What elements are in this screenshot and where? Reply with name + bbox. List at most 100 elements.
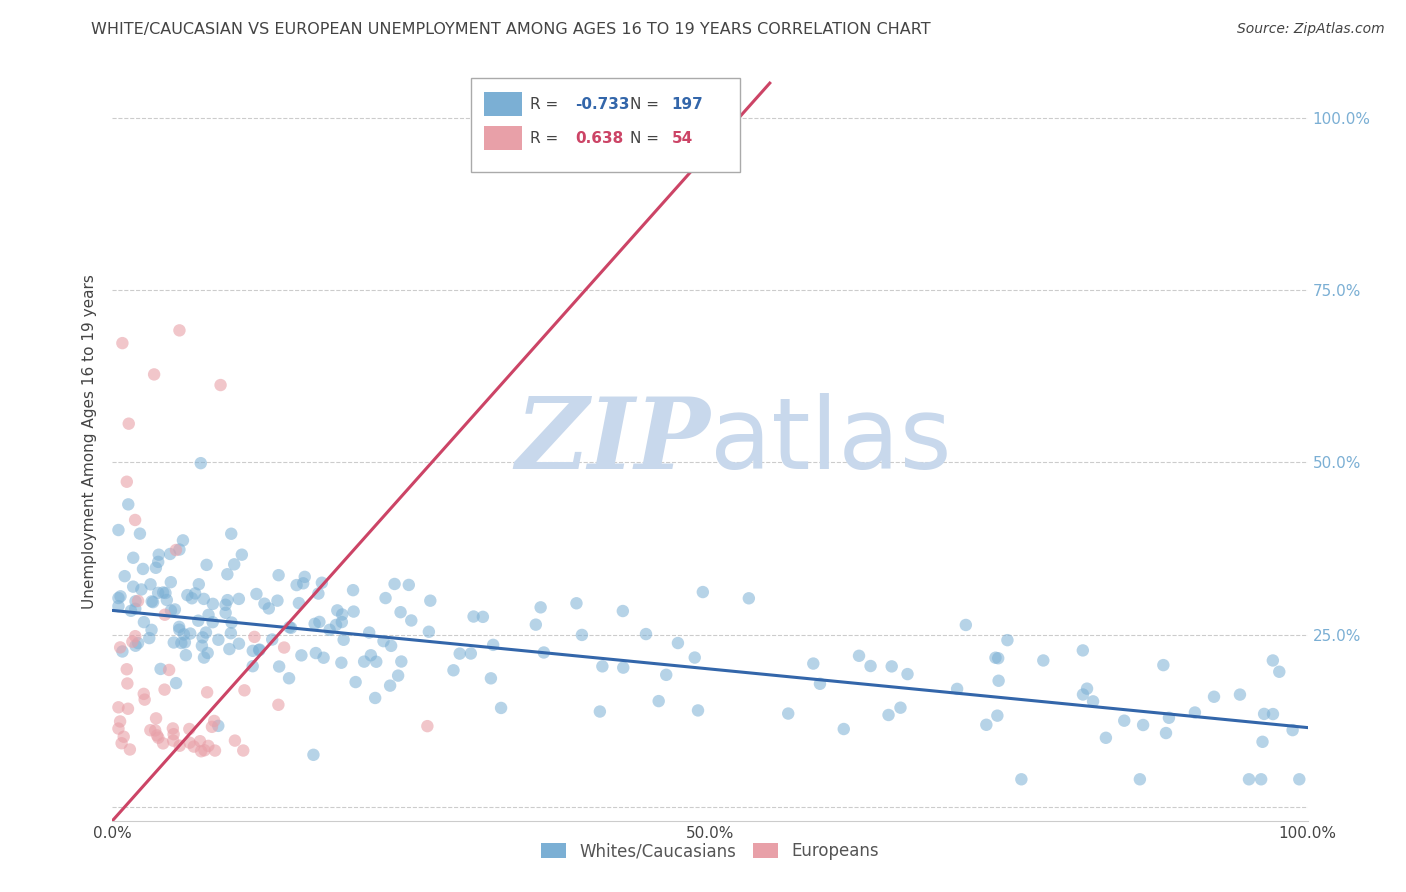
Point	[162, 727, 184, 741]
Point	[145, 711, 167, 725]
Point	[364, 690, 387, 705]
Point	[180, 591, 202, 606]
Point	[193, 591, 215, 606]
Point	[832, 722, 855, 736]
Point	[124, 639, 146, 653]
Point	[489, 701, 512, 715]
Point	[267, 698, 290, 712]
Point	[1071, 688, 1094, 702]
Point	[193, 743, 215, 757]
Point	[325, 618, 347, 632]
Point	[269, 659, 291, 673]
Text: 197: 197	[672, 96, 703, 112]
Point	[118, 417, 141, 431]
Point	[111, 644, 134, 658]
Point	[986, 708, 1008, 723]
Point	[778, 706, 800, 721]
Point	[148, 731, 170, 745]
Point	[997, 633, 1019, 648]
Point	[149, 662, 172, 676]
Point	[449, 647, 471, 661]
Point	[249, 642, 271, 657]
Point	[242, 644, 264, 658]
Point	[197, 646, 219, 660]
Point	[1157, 711, 1180, 725]
Point	[374, 591, 396, 605]
Point	[332, 632, 354, 647]
Point	[1095, 731, 1118, 745]
Point	[1250, 772, 1272, 787]
Point	[1154, 726, 1177, 740]
Point	[482, 638, 505, 652]
Point	[143, 723, 166, 738]
Point	[1268, 665, 1291, 679]
Point	[201, 597, 224, 611]
Point	[176, 588, 198, 602]
Point	[204, 743, 226, 757]
Point	[187, 577, 209, 591]
Point	[183, 739, 205, 754]
Point	[294, 570, 316, 584]
Point	[228, 591, 250, 606]
Point	[471, 610, 494, 624]
FancyBboxPatch shape	[484, 126, 523, 151]
Y-axis label: Unemployment Among Ages 16 to 19 years: Unemployment Among Ages 16 to 19 years	[82, 274, 97, 609]
Point	[290, 648, 312, 663]
Point	[533, 645, 555, 659]
Point	[218, 642, 240, 657]
FancyBboxPatch shape	[471, 78, 740, 172]
Point	[1261, 653, 1284, 667]
Point	[122, 550, 145, 565]
Point	[173, 627, 195, 641]
Point	[1237, 772, 1260, 787]
Point	[214, 606, 236, 620]
Point	[389, 605, 412, 619]
Point	[247, 643, 270, 657]
Point	[686, 703, 709, 717]
Point	[174, 648, 197, 662]
Point	[107, 523, 129, 537]
Point	[172, 533, 194, 548]
Point	[889, 700, 911, 714]
Point	[308, 615, 330, 629]
Point	[110, 590, 132, 604]
Point	[157, 663, 180, 677]
Point	[107, 599, 129, 614]
Point	[443, 663, 465, 677]
Text: ZIP: ZIP	[515, 393, 710, 490]
Point	[179, 722, 201, 736]
Point	[479, 671, 502, 685]
Point	[169, 623, 191, 637]
Point	[121, 634, 143, 648]
Point	[195, 685, 218, 699]
Point	[107, 700, 129, 714]
Point	[110, 736, 132, 750]
Point	[224, 733, 246, 747]
Point	[219, 526, 242, 541]
Text: WHITE/CAUCASIAN VS EUROPEAN UNEMPLOYMENT AMONG AGES 16 TO 19 YEARS CORRELATION C: WHITE/CAUCASIAN VS EUROPEAN UNEMPLOYMENT…	[91, 22, 931, 37]
Point	[401, 614, 423, 628]
Point	[165, 543, 187, 558]
Point	[197, 607, 219, 622]
Point	[165, 676, 187, 690]
Point	[655, 668, 678, 682]
Point	[571, 628, 593, 642]
Point	[463, 609, 485, 624]
Point	[359, 625, 381, 640]
Point	[266, 593, 288, 607]
Point	[1114, 714, 1136, 728]
Text: Source: ZipAtlas.com: Source: ZipAtlas.com	[1237, 22, 1385, 37]
Point	[132, 687, 155, 701]
Point	[565, 596, 588, 610]
Point	[122, 580, 145, 594]
Point	[134, 692, 156, 706]
Point	[127, 636, 149, 650]
Point	[120, 604, 142, 618]
Point	[124, 513, 146, 527]
Point	[589, 705, 612, 719]
Point	[152, 585, 174, 599]
Point	[156, 593, 179, 607]
Point	[378, 679, 401, 693]
Point	[159, 547, 181, 561]
Point	[273, 640, 295, 655]
